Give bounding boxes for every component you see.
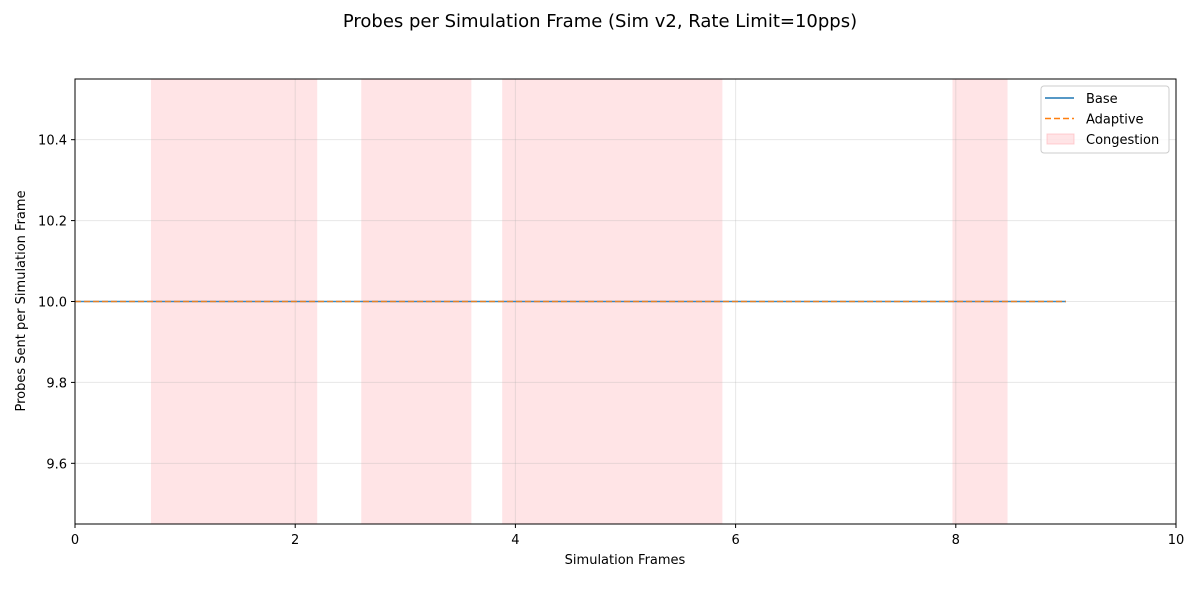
chart-title: Probes per Simulation Frame (Sim v2, Rat…: [343, 11, 857, 32]
legend-label-congestion: Congestion: [1086, 133, 1159, 148]
y-axis-label: Probes Sent per Simulation Frame: [14, 190, 29, 411]
legend: Base Adaptive Congestion: [1040, 85, 1170, 154]
x-tick-label-5: 10: [1168, 533, 1185, 548]
y-tick-label-1: 9.8: [46, 376, 67, 391]
y-tick-label-4: 10.4: [38, 134, 67, 149]
legend-label-adaptive: Adaptive: [1086, 113, 1144, 128]
legend-box: [1040, 85, 1170, 154]
y-tick-label-2: 10.0: [38, 296, 67, 311]
y-tick-label-3: 10.2: [38, 215, 67, 230]
legend-swatch-congestion: [1046, 133, 1075, 145]
x-axis-label: Simulation Frames: [565, 553, 686, 568]
x-tick-label-0: 0: [71, 533, 79, 548]
x-tick-label-2: 4: [511, 533, 519, 548]
x-tick-label-1: 2: [291, 533, 299, 548]
x-tick-label-3: 6: [731, 533, 739, 548]
x-axis-ticks: 0 2 4 6 8 10: [71, 524, 1184, 548]
y-axis-ticks: 9.6 9.8 10.0 10.2 10.4: [38, 134, 75, 472]
y-tick-label-0: 9.6: [46, 457, 67, 472]
legend-label-base: Base: [1086, 92, 1118, 107]
x-tick-label-4: 8: [952, 533, 960, 548]
